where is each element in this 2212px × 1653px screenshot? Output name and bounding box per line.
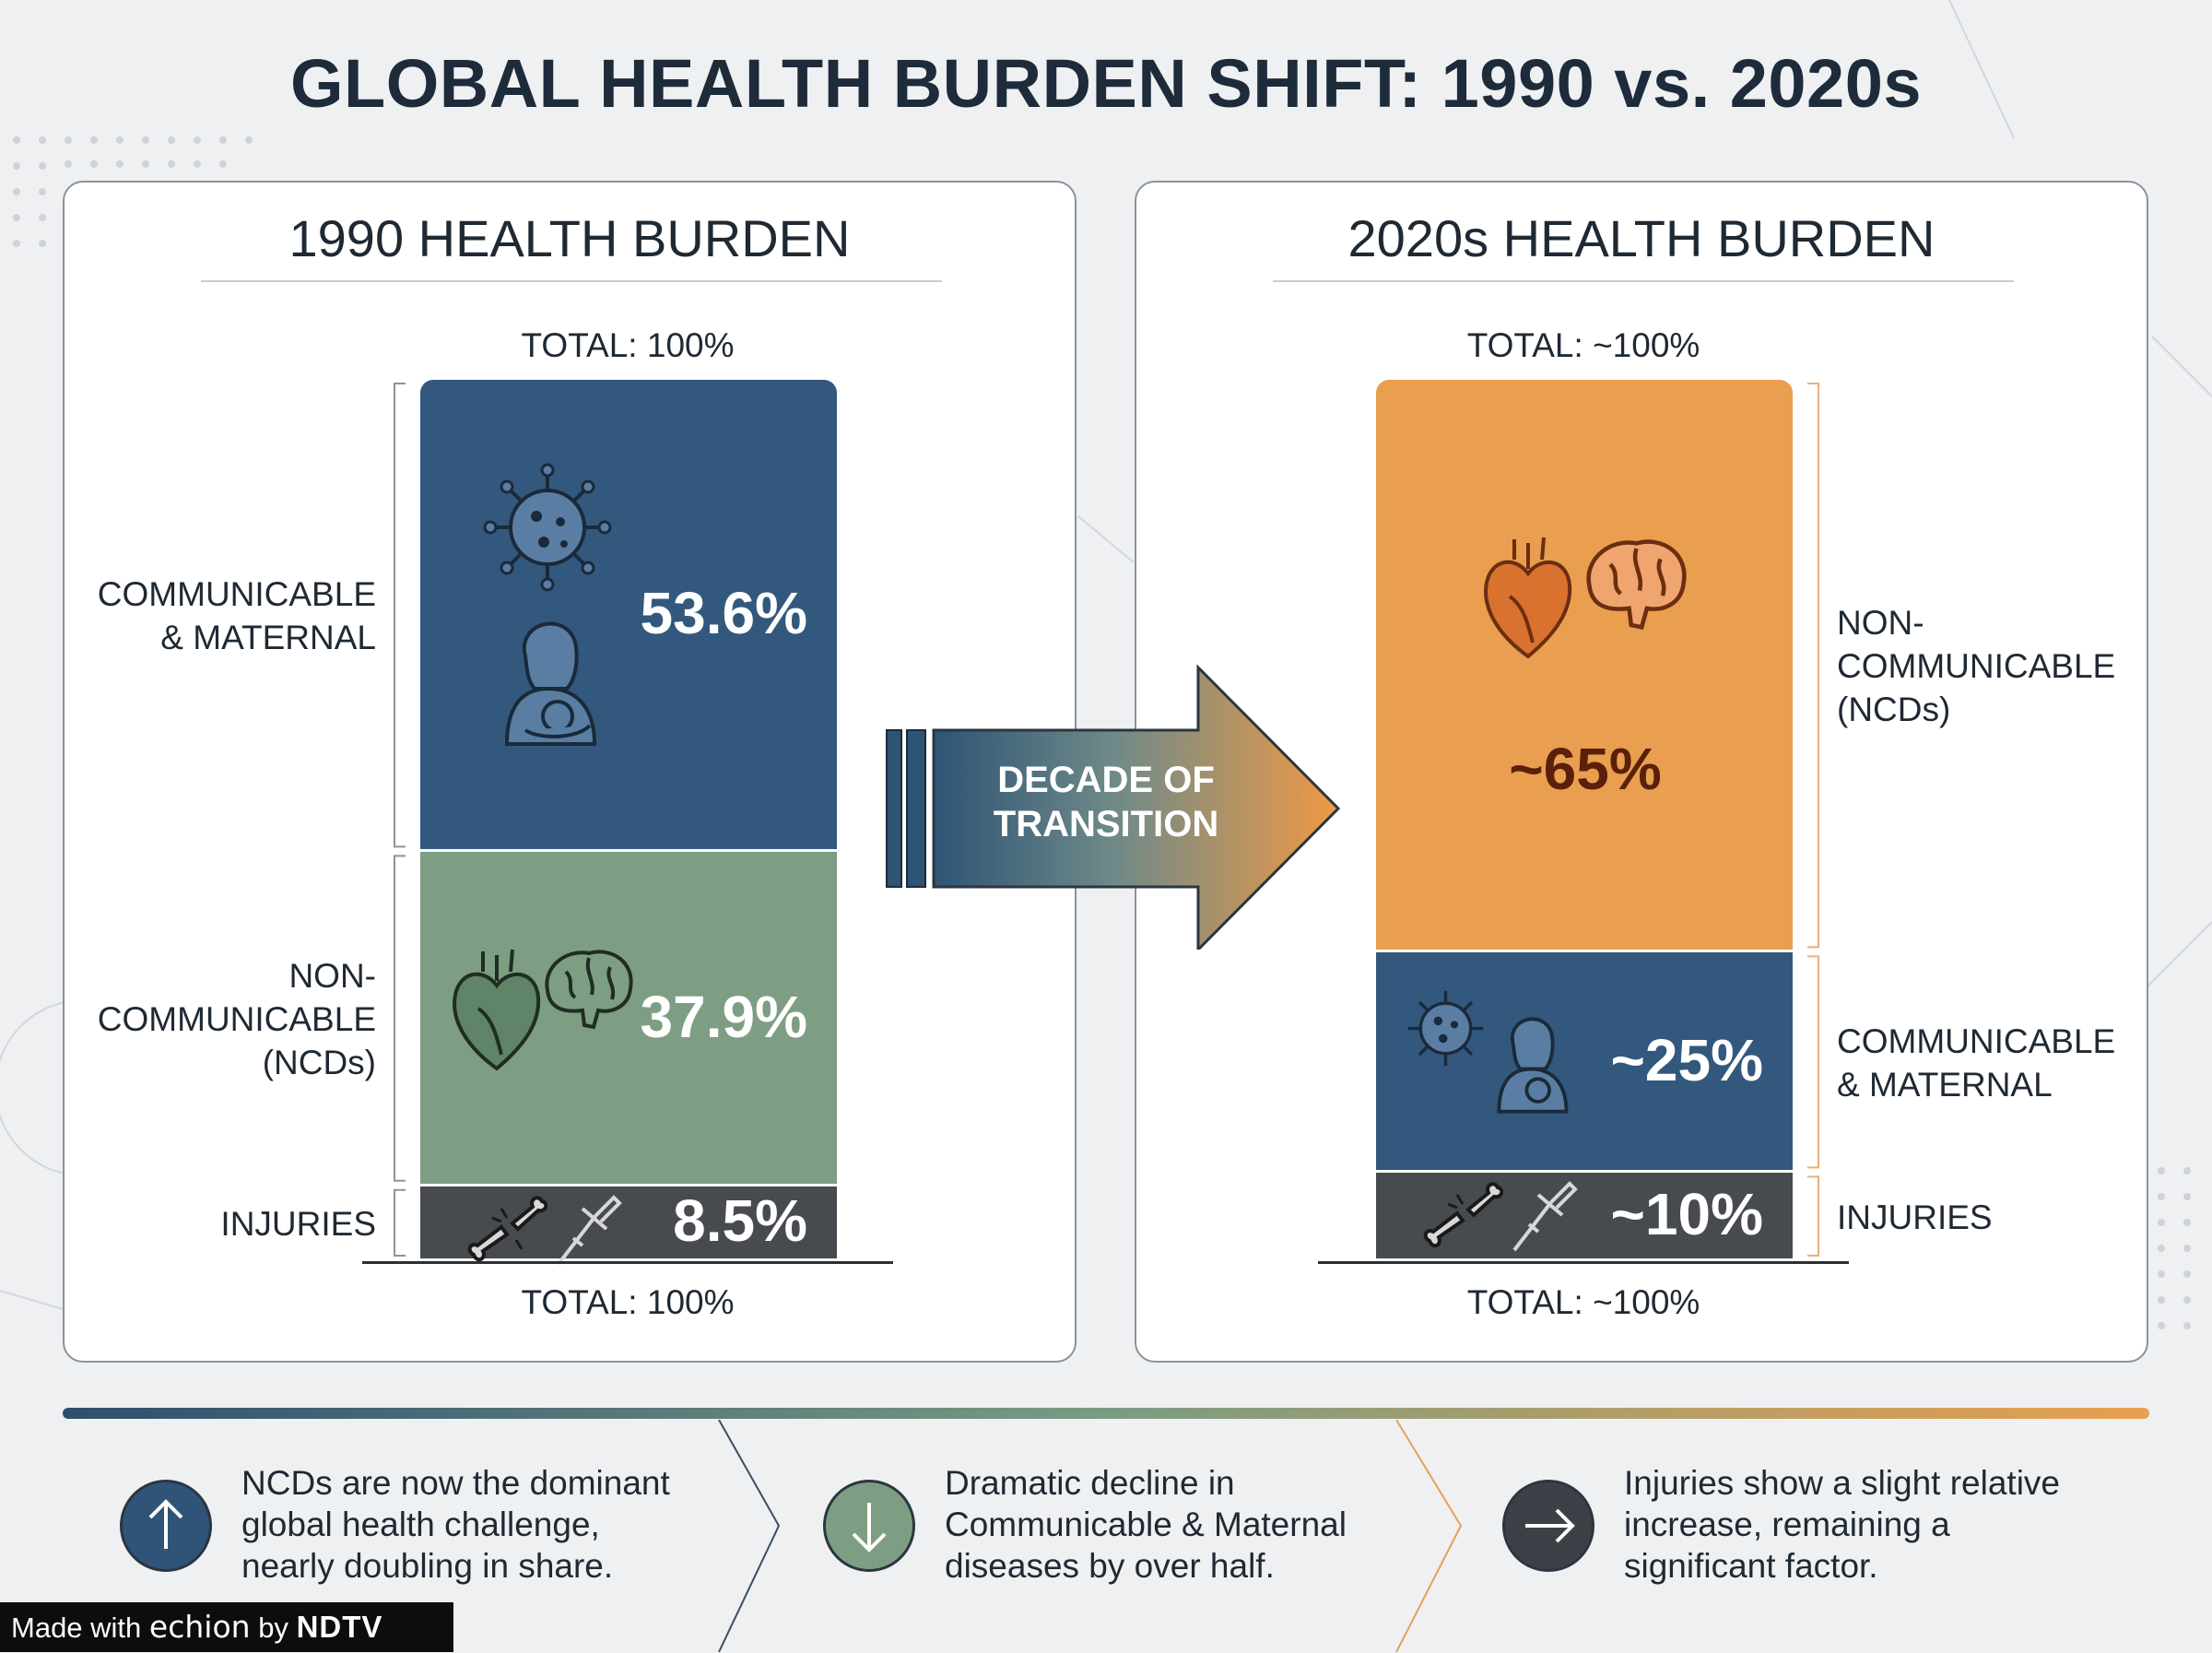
footer-brand: echion bbox=[148, 1609, 251, 1645]
total-label-top-2020s: TOTAL: ~100% bbox=[1466, 326, 1700, 364]
category-label-injuries-1990: INJURIES bbox=[220, 1204, 376, 1243]
category-label-injuries-2020s: INJURIES bbox=[1837, 1198, 1993, 1236]
total-label-bottom-1990: TOTAL: 100% bbox=[521, 1283, 735, 1321]
broken-bone-icon bbox=[1423, 1182, 1503, 1248]
bar-segment-ncd-2020s: ~65% bbox=[1376, 380, 1793, 950]
value-label: ~10% bbox=[1610, 1181, 1763, 1248]
arrow-down-icon bbox=[823, 1480, 915, 1572]
bar-segment-ncd-1990: 37.9% bbox=[420, 852, 837, 1184]
mother-child-icon bbox=[1497, 1017, 1569, 1115]
insight-communicable: Dramatic decline in Communicable & Matern… bbox=[945, 1464, 1347, 1585]
category-label-ncd-1990: NON- COMMUNICABLE (NCDs) bbox=[97, 957, 376, 1082]
bar-baseline-2020s bbox=[1318, 1261, 1849, 1264]
bar-segment-communicable-1990: 53.6% bbox=[420, 380, 837, 850]
bar-baseline-1990 bbox=[362, 1261, 893, 1264]
chart-title-1990: 1990 HEALTH BURDEN bbox=[288, 209, 851, 267]
footer-by: by bbox=[258, 1612, 288, 1644]
footer-network: NDTV bbox=[296, 1610, 383, 1644]
footer-prefix: Made with bbox=[11, 1612, 142, 1644]
bar-segment-injuries-1990: 8.5% bbox=[420, 1186, 837, 1265]
category-label-communicable-2020s: COMMUNICABLE & MATERNAL bbox=[1837, 1021, 2116, 1104]
insight-injuries: Injuries show a slight relative increase,… bbox=[1624, 1464, 2060, 1585]
divider bbox=[201, 280, 942, 282]
total-label-top-1990: TOTAL: 100% bbox=[521, 326, 735, 364]
value-label: 8.5% bbox=[673, 1187, 807, 1255]
heart-icon bbox=[1484, 537, 1572, 659]
heart-icon bbox=[453, 950, 541, 1071]
virus-icon bbox=[483, 463, 612, 592]
crutch-icon bbox=[1512, 1181, 1578, 1252]
footer-credit: Made with echion by NDTV bbox=[0, 1602, 453, 1652]
total-label-bottom-2020s: TOTAL: ~100% bbox=[1466, 1283, 1700, 1321]
value-label: ~25% bbox=[1610, 1026, 1763, 1093]
bar-segment-injuries-2020s: ~10% bbox=[1376, 1173, 1793, 1258]
mother-child-icon bbox=[504, 621, 597, 746]
virus-icon bbox=[1407, 991, 1484, 1067]
insight-ncds: NCDs are now the dominant global health c… bbox=[241, 1464, 670, 1585]
gradient-divider bbox=[63, 1408, 2149, 1419]
page-title: GLOBAL HEALTH BURDEN SHIFT: 1990 vs. 202… bbox=[289, 45, 1923, 122]
broken-bone-icon bbox=[467, 1196, 547, 1261]
arrow-up-icon bbox=[120, 1480, 212, 1572]
chart-title-2020s: 2020s HEALTH BURDEN bbox=[1347, 209, 1936, 267]
category-label-ncd-2020s: NON- COMMUNICABLE (NCDs) bbox=[1837, 604, 2116, 729]
value-label: ~65% bbox=[1509, 736, 1662, 803]
crutch-icon bbox=[557, 1194, 622, 1265]
divider bbox=[1273, 280, 2014, 282]
bar-segment-communicable-2020s: ~25% bbox=[1376, 952, 1793, 1171]
arrow-right-icon bbox=[1502, 1480, 1594, 1572]
category-label-communicable-1990: COMMUNICABLE & MATERNAL bbox=[97, 575, 376, 657]
value-label: 37.9% bbox=[640, 983, 807, 1050]
insight-separators bbox=[718, 1420, 1463, 1652]
brain-icon bbox=[1586, 539, 1687, 630]
transition-arrow bbox=[886, 664, 1341, 950]
transition-label: DECADE OF TRANSITION bbox=[993, 760, 1219, 844]
value-label: 53.6% bbox=[640, 580, 807, 647]
brain-icon bbox=[545, 950, 633, 1030]
